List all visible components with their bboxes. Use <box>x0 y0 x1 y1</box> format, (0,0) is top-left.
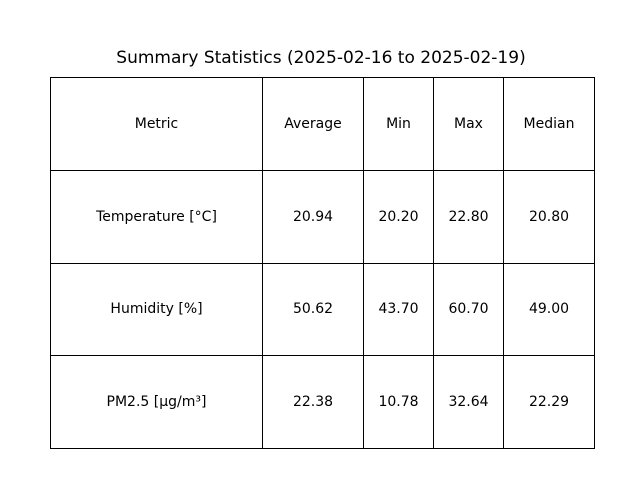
header-cell-average: Average <box>262 77 364 171</box>
summary-table: Metric Average Min Max Median Temperatur… <box>50 77 595 449</box>
median-cell: 20.80 <box>503 169 595 264</box>
median-cell: 49.00 <box>503 262 595 357</box>
header-cell-metric: Metric <box>50 77 263 171</box>
median-cell: 22.29 <box>503 355 595 449</box>
header-cell-median: Median <box>503 77 595 171</box>
chart-title: Summary Statistics (2025-02-16 to 2025-0… <box>116 48 526 68</box>
table-row-humidity: Humidity [%] 50.62 43.70 60.70 49.00 <box>50 262 595 357</box>
average-cell: 20.94 <box>262 169 364 264</box>
max-cell: 22.80 <box>433 169 504 264</box>
table-header-row: Metric Average Min Max Median <box>50 77 595 171</box>
min-cell: 10.78 <box>363 355 434 449</box>
table-row-temperature: Temperature [°C] 20.94 20.20 22.80 20.80 <box>50 169 595 264</box>
metric-cell: PM2.5 [µg/m³] <box>50 355 263 449</box>
header-cell-max: Max <box>433 77 504 171</box>
average-cell: 22.38 <box>262 355 364 449</box>
min-cell: 20.20 <box>363 169 434 264</box>
max-cell: 32.64 <box>433 355 504 449</box>
metric-cell: Temperature [°C] <box>50 169 263 264</box>
table-row-pm25: PM2.5 [µg/m³] 22.38 10.78 32.64 22.29 <box>50 355 595 449</box>
metric-cell: Humidity [%] <box>50 262 263 357</box>
min-cell: 43.70 <box>363 262 434 357</box>
average-cell: 50.62 <box>262 262 364 357</box>
header-cell-min: Min <box>363 77 434 171</box>
max-cell: 60.70 <box>433 262 504 357</box>
